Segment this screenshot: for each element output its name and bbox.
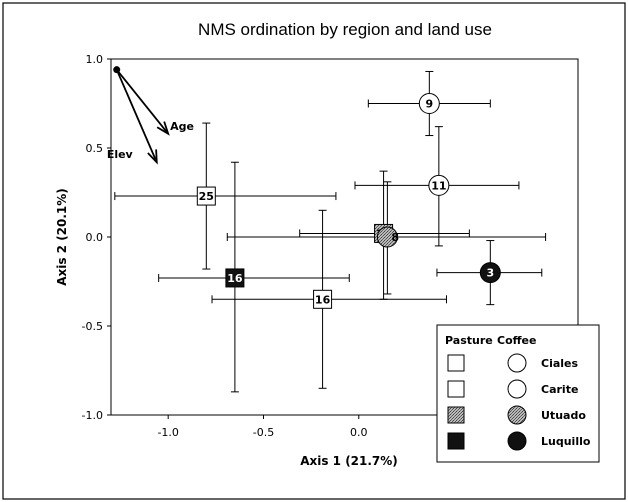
- legend-pasture-swatch: [447, 354, 465, 372]
- vector-label: Elev: [107, 148, 134, 161]
- environmental-vectors: Age Elev: [107, 66, 194, 165]
- vector-arrow: [116, 69, 168, 132]
- y-tick-label: 0.0: [86, 231, 104, 244]
- legend-pasture-swatch: [447, 432, 465, 450]
- data-points: 2516101691183: [196, 93, 501, 309]
- legend: Pasture Coffee Ciales Carite Utuado Luquill…: [436, 324, 600, 463]
- legend-coffee-swatch: [507, 353, 527, 373]
- point-label: 8: [391, 231, 399, 244]
- x-tick-label: 0.0: [350, 426, 368, 439]
- x-tick-label: -0.5: [253, 426, 274, 439]
- coffee-marker: [376, 226, 398, 248]
- legend-coffee-swatch: [507, 405, 527, 425]
- legend-label: Ciales: [541, 357, 578, 370]
- y-tick-label: -0.5: [82, 320, 103, 333]
- y-tick-label: -1.0: [82, 409, 103, 422]
- legend-header-coffee: Coffee: [497, 334, 536, 347]
- legend-pasture-swatch: [447, 406, 465, 424]
- chart-title: NMS ordination by region and land use: [198, 20, 492, 39]
- point-label: 9: [425, 98, 433, 111]
- point-label: 16: [315, 293, 331, 306]
- y-axis: 1.0 0.5 0.0 -0.5 -1.0: [82, 53, 111, 422]
- legend-pasture-swatch: [447, 380, 465, 398]
- point-label: 25: [199, 190, 214, 203]
- vector-arrow: [115, 69, 157, 160]
- legend-coffee-swatch: [507, 431, 527, 451]
- legend-coffee-swatch: [507, 379, 527, 399]
- point-label: 11: [431, 179, 446, 192]
- x-axis-label: Axis 1 (21.7%): [300, 454, 398, 468]
- coffee-marker: [428, 174, 450, 196]
- pasture-marker: [225, 268, 245, 288]
- y-tick-label: 0.5: [86, 142, 104, 155]
- legend-label: Utuado: [541, 409, 586, 422]
- vector-label: Age: [170, 120, 194, 133]
- x-tick-label: -1.0: [157, 426, 178, 439]
- point-label: 16: [227, 272, 243, 285]
- legend-label: Luquillo: [541, 435, 591, 448]
- vector-arrowhead: [147, 149, 158, 165]
- pasture-marker: [313, 289, 333, 309]
- point-label: 3: [486, 267, 494, 280]
- legend-label: Carite: [541, 383, 578, 396]
- legend-header-pasture: Pasture: [445, 334, 493, 347]
- y-axis-label: Axis 2 (20.1%): [55, 188, 69, 286]
- pasture-marker: [196, 186, 216, 206]
- y-tick-label: 1.0: [86, 53, 104, 66]
- coffee-marker: [418, 93, 440, 114]
- vector-arrowhead: [156, 121, 170, 136]
- coffee-marker: [479, 262, 501, 284]
